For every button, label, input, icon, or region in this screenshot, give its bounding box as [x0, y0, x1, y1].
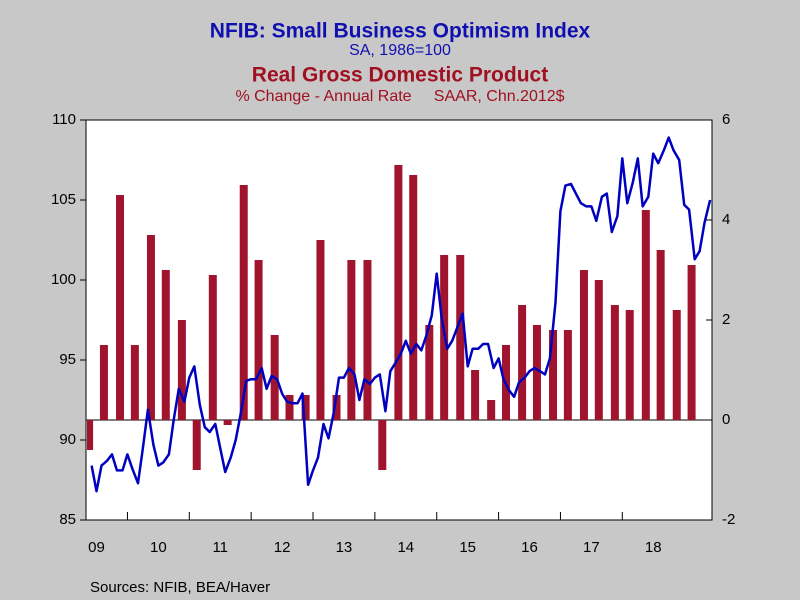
bar	[394, 165, 403, 420]
bar	[487, 400, 496, 420]
bar	[656, 250, 665, 420]
y-tick-label: 110	[52, 111, 76, 128]
bar	[161, 270, 170, 420]
bar	[146, 235, 155, 420]
y2-tick-label: 4	[722, 211, 730, 228]
bar	[87, 420, 94, 450]
bar	[378, 420, 387, 470]
y-tick-label: 105	[51, 191, 76, 208]
x-tick-label: 10	[150, 539, 167, 556]
bar	[301, 395, 310, 420]
x-tick-label: 12	[274, 539, 291, 556]
bar	[363, 260, 372, 420]
bar	[610, 305, 619, 420]
line	[90, 136, 712, 493]
bar	[563, 330, 572, 420]
bar	[579, 270, 588, 420]
bar	[130, 345, 139, 420]
y-tick-label: 100	[51, 271, 76, 288]
bar	[549, 330, 558, 420]
series-title: Real Gross Domestic Product	[252, 64, 548, 87]
bar	[425, 325, 434, 420]
x-tick-label: 11	[212, 539, 228, 556]
y-tick-label: 90	[59, 431, 76, 448]
y2-tick-label: 0	[722, 411, 730, 428]
x-tick-label: 14	[397, 539, 414, 556]
bar	[456, 255, 465, 420]
bar	[518, 305, 527, 420]
y2-tick-label: 2	[722, 311, 730, 328]
x-tick-label: 13	[336, 539, 353, 556]
x-tick-label: 15	[459, 539, 476, 556]
bar	[254, 260, 263, 420]
bar	[672, 310, 681, 420]
bar	[332, 395, 341, 420]
bar	[409, 175, 418, 420]
y2-tick-label: -2	[722, 511, 735, 528]
bar	[285, 395, 294, 420]
bar	[223, 420, 232, 425]
series-title: NFIB: Small Business Optimism Index	[210, 20, 591, 43]
bar	[347, 260, 356, 420]
series-units: SA, 1986=100	[349, 42, 451, 59]
bar	[192, 420, 201, 470]
x-tick-label: 17	[583, 539, 600, 556]
bar	[625, 310, 634, 420]
bar	[532, 325, 541, 420]
bar	[116, 195, 125, 420]
bar	[471, 370, 480, 420]
bar	[316, 240, 325, 420]
x-tick-label: 18	[645, 539, 662, 556]
bar	[239, 185, 248, 420]
bar	[594, 280, 603, 420]
y-tick-label: 85	[59, 511, 76, 528]
bar	[99, 345, 108, 420]
sources: Sources: NFIB, BEA/Haver	[90, 579, 270, 596]
bar	[177, 320, 186, 420]
y-tick-label: 95	[59, 351, 76, 368]
bar	[208, 275, 217, 420]
x-tick-label: 16	[521, 539, 538, 556]
bar	[687, 265, 696, 420]
bar	[641, 210, 650, 420]
y2-tick-label: 6	[722, 111, 730, 128]
series-units: % Change - Annual Rate SAAR, Chn.2012$	[235, 88, 564, 105]
x-tick-label: 09	[88, 539, 105, 556]
